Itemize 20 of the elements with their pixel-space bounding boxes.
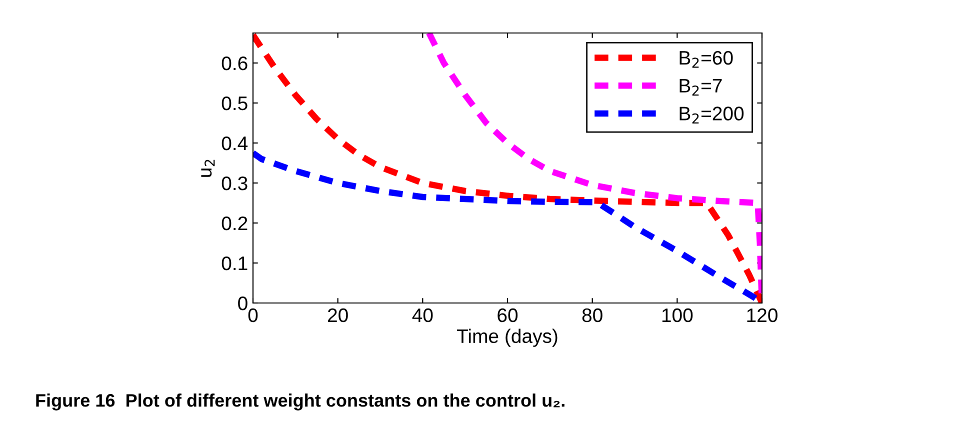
x-tick-label: 100 [662, 308, 693, 322]
y-tick-label: 0.4 [222, 136, 248, 150]
x-tick-label: 20 [328, 308, 348, 322]
x-axis-title: Time (days) [456, 328, 558, 347]
x-tick-label: 80 [582, 308, 602, 322]
x-tick-label: 40 [412, 308, 433, 322]
y-tick-label: 0.6 [222, 56, 248, 70]
legend-label: B$_{2}$=7 [680, 79, 722, 96]
x-tick-label: 60 [498, 308, 518, 322]
y-tick-label: 0 [238, 296, 248, 310]
y-tick-label: 0.5 [222, 96, 248, 110]
legend-label: B$_{2}$=200 [680, 106, 744, 124]
y-tick-label: 0.2 [222, 216, 248, 230]
x-tick-label: 0 [248, 308, 258, 322]
y-tick-label: 0.3 [222, 176, 248, 190]
y-axis-title: u$_{2}$ [201, 160, 215, 177]
caption: Figure 16 Plot of different weight constants on the control u₂. [36, 394, 564, 410]
x-tick-label: 120 [747, 308, 778, 322]
legend-label: B$_{2}$=60 [680, 50, 733, 68]
y-tick-label: 0.1 [222, 256, 248, 270]
